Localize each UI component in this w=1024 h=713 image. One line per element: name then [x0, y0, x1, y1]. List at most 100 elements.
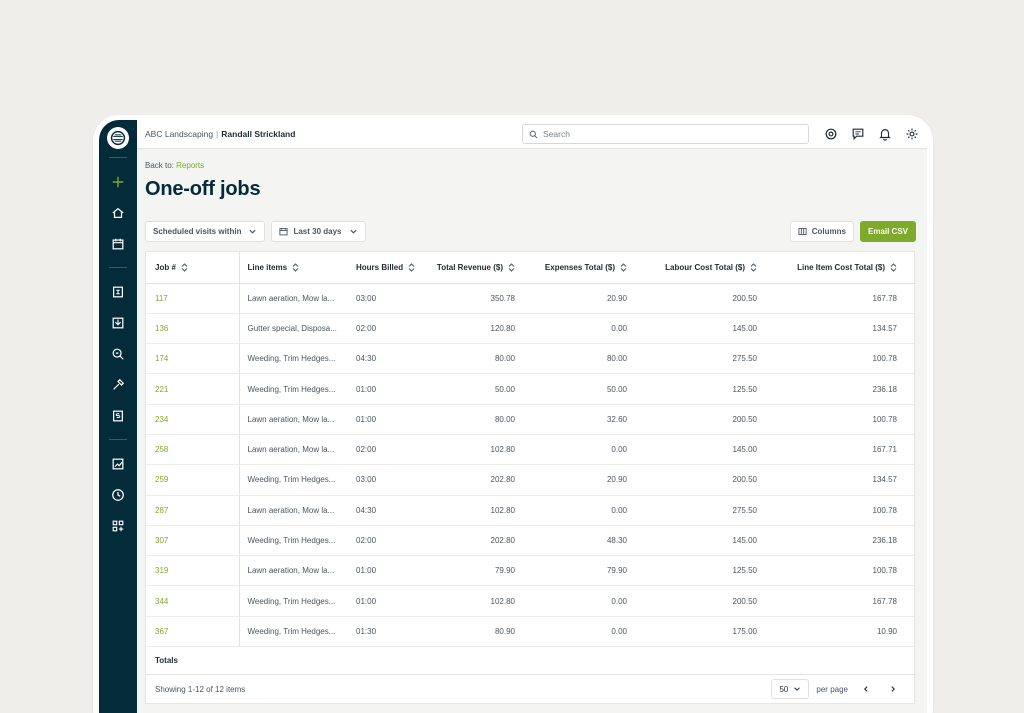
job-number-cell: 117 — [146, 283, 240, 314]
table-row[interactable]: 221 Weeding, Trim Hedges... 01:00 50.00 50.0… — [146, 373, 916, 405]
line-item-cost-cell: 100.78 — [776, 404, 916, 435]
line-items-cell: Gutter special, Disposa... — [239, 313, 344, 345]
job-number-link[interactable]: 344 — [155, 596, 169, 606]
table-row[interactable]: 258 Lawn aeration, Mow la... 02:00 102.80 0.… — [146, 434, 916, 466]
home-icon[interactable] — [99, 197, 137, 228]
table-row[interactable]: 319 Lawn aeration, Mow la... 01:00 79.90 79.… — [146, 555, 916, 587]
sort-icon — [750, 263, 757, 272]
job-number-link[interactable]: 117 — [155, 293, 168, 303]
breadcrumb-separator: | — [216, 129, 219, 139]
table-row[interactable]: 367 Weeding, Trim Hedges... 01:30 80.90 0.00… — [146, 616, 916, 648]
notifications-bell-icon[interactable] — [878, 127, 892, 141]
timesheets-icon[interactable] — [99, 479, 137, 510]
visits-filter-dropdown[interactable]: Scheduled visits within — [145, 221, 266, 242]
job-number-cell: 307 — [146, 525, 240, 557]
header-line-item-cost-total[interactable]: Line Item Cost Total ($) — [776, 252, 916, 284]
totals-label: Totals — [146, 646, 239, 676]
line-item-cost-cell: 236.18 — [776, 373, 916, 405]
job-number-link[interactable]: 367 — [155, 626, 169, 636]
expenses-total-cell: 0.00 — [534, 585, 646, 617]
settings-gear-icon[interactable] — [905, 127, 919, 141]
search-input[interactable]: Search — [522, 124, 809, 144]
user-name[interactable]: Randall Strickland — [221, 129, 296, 139]
sort-icon — [181, 263, 188, 272]
apps-icon[interactable] — [99, 510, 137, 541]
jobs-icon[interactable] — [99, 369, 137, 400]
reports-icon[interactable] — [99, 448, 137, 479]
job-number-link[interactable]: 319 — [155, 566, 169, 576]
page-title: One-off jobs — [145, 178, 261, 200]
invoices-icon[interactable] — [99, 400, 137, 431]
clients-icon[interactable] — [99, 276, 137, 307]
hours-billed-cell: 02:00 — [344, 434, 434, 466]
line-item-cost-cell: 167.71 — [776, 434, 916, 466]
back-to-reports-link[interactable]: Reports — [176, 161, 205, 170]
line-item-cost-cell: 10.90 — [776, 616, 916, 648]
header-labour-cost-total[interactable]: Labour Cost Total ($) — [646, 252, 776, 284]
pagination: 50 per page — [771, 679, 902, 700]
expenses-total-cell: 48.30 — [534, 525, 646, 557]
job-number-link[interactable]: 307 — [155, 536, 169, 546]
job-number-cell: 287 — [146, 495, 240, 526]
header-total-revenue[interactable]: Total Revenue ($) — [434, 252, 534, 284]
jobber-logo-icon[interactable] — [107, 127, 129, 149]
job-number-link[interactable]: 221 — [155, 384, 169, 394]
total-revenue-cell: 80.90 — [434, 616, 534, 648]
labour-cost-cell: 275.50 — [646, 495, 776, 526]
requests-icon[interactable] — [99, 307, 137, 338]
job-number-link[interactable]: 287 — [155, 505, 169, 515]
expenses-total-cell: 0.00 — [534, 313, 646, 345]
labour-cost-cell: 145.00 — [646, 434, 776, 466]
job-number-link[interactable]: 259 — [155, 475, 169, 485]
hours-billed-cell: 02:00 — [344, 313, 434, 345]
line-items-cell: Weeding, Trim Hedges... — [239, 525, 344, 557]
labour-cost-cell: 200.50 — [646, 585, 776, 617]
line-item-cost-cell: 236.18 — [776, 525, 916, 557]
app-screen: ABC Landscaping | Randall Strickland Searc… — [99, 120, 927, 713]
line-items-cell: Weeding, Trim Hedges... — [239, 373, 344, 405]
messages-icon[interactable] — [851, 127, 865, 141]
table-row[interactable]: 344 Weeding, Trim Hedges... 01:00 102.80 0.0… — [146, 585, 916, 617]
line-items-cell: Lawn aeration, Mow la... — [239, 495, 344, 526]
columns-icon — [798, 227, 807, 236]
per-page-select[interactable]: 50 — [771, 679, 810, 700]
expenses-total-cell: 80.00 — [534, 343, 646, 375]
header-job-number[interactable]: Job # — [146, 252, 240, 284]
hours-billed-cell: 02:00 — [344, 525, 434, 557]
next-page-button[interactable] — [884, 680, 902, 698]
job-number-link[interactable]: 174 — [155, 354, 169, 364]
job-number-link[interactable]: 234 — [155, 414, 169, 424]
email-csv-button[interactable]: Email CSV — [859, 221, 916, 242]
table-row[interactable]: 117 Lawn aeration, Mow la... 03:00 350.78 20… — [146, 283, 916, 314]
header-line-items[interactable]: Line items — [239, 252, 344, 284]
job-number-cell: 367 — [146, 616, 240, 648]
table-row[interactable]: 174 Weeding, Trim Hedges... 04:30 80.00 80.0… — [146, 343, 916, 375]
columns-button[interactable]: Columns — [789, 221, 854, 242]
calendar-icon[interactable] — [99, 228, 137, 259]
expenses-total-cell: 0.00 — [534, 616, 646, 648]
line-item-cost-cell: 167.78 — [776, 585, 916, 617]
table-row[interactable]: 307 Weeding, Trim Hedges... 02:00 202.80 48.… — [146, 525, 916, 557]
previous-page-button[interactable] — [857, 680, 875, 698]
job-number-link[interactable]: 136 — [155, 323, 169, 333]
main-content: Back to: Reports One-off jobs Scheduled … — [137, 149, 927, 713]
table-row[interactable]: 234 Lawn aeration, Mow la... 01:00 80.00 32.… — [146, 404, 916, 435]
visits-filter-label: Scheduled visits within — [153, 227, 242, 236]
quotes-icon[interactable] — [99, 338, 137, 369]
total-revenue-cell: 102.80 — [434, 495, 534, 526]
create-plus-icon[interactable] — [99, 166, 137, 197]
date-range-dropdown[interactable]: Last 30 days — [271, 221, 366, 242]
header-hours-billed[interactable]: Hours Billed — [344, 252, 434, 284]
line-item-cost-cell: 100.78 — [776, 495, 916, 526]
table-row[interactable]: 287 Lawn aeration, Mow la... 04:30 102.80 0.… — [146, 495, 916, 526]
header-expenses-total[interactable]: Expenses Total ($) — [534, 252, 646, 284]
labour-cost-cell: 175.00 — [646, 616, 776, 648]
table-row[interactable]: 136 Gutter special, Disposa... 02:00 120.80… — [146, 313, 916, 345]
table-row[interactable]: 259 Weeding, Trim Hedges... 03:00 202.80 20.… — [146, 464, 916, 496]
hours-billed-cell: 01:00 — [344, 555, 434, 587]
totals-row: Totals — [146, 646, 916, 676]
support-icon[interactable] — [824, 127, 838, 141]
job-number-link[interactable]: 258 — [155, 445, 169, 455]
columns-label: Columns — [811, 227, 846, 236]
back-prefix: Back to: — [145, 161, 174, 170]
